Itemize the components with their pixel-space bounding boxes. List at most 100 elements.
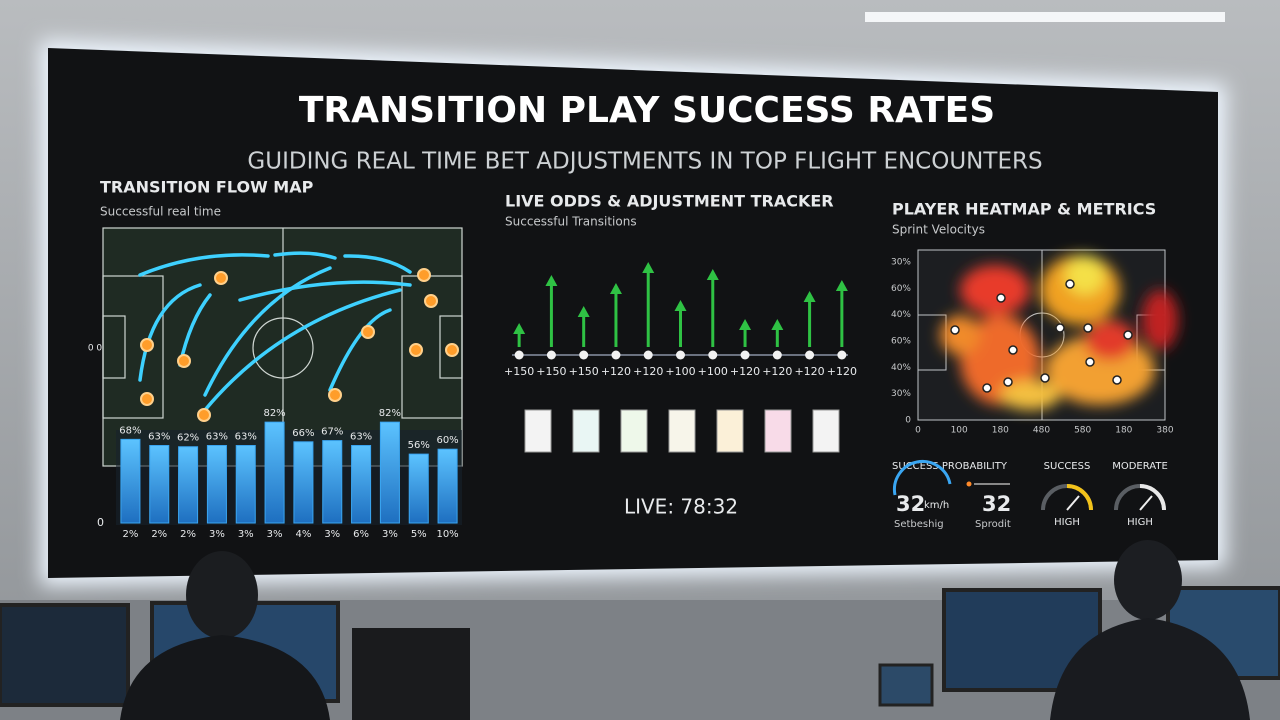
heat-y-label: 30% (891, 389, 911, 399)
x-tick-label: 3% (324, 529, 340, 540)
bar (351, 445, 372, 524)
y-tick-label: 0 (97, 516, 104, 529)
arrow-head (739, 319, 752, 330)
odds-label: +120 (633, 365, 663, 378)
bar (235, 445, 256, 524)
odds-label: +120 (794, 365, 824, 378)
x-tick-label: 3% (382, 529, 398, 540)
heat-blobs (940, 255, 1178, 410)
flow-arrows (138, 251, 412, 412)
odds-label: +150 (504, 365, 534, 378)
heat-y-label: 40% (891, 363, 911, 373)
bar (178, 446, 199, 524)
value-label: 82% (263, 408, 285, 419)
heat-y-label: 0 (905, 416, 911, 426)
arrow-head (642, 262, 655, 273)
value-label: 63% (350, 432, 372, 443)
main-subtitle: GUIDING REAL TIME BET ADJUSTMENTS IN TOP… (247, 149, 1042, 175)
player-dots (140, 268, 459, 422)
x-tick-label: 4% (295, 529, 311, 540)
gauge-fill (1066, 484, 1093, 511)
odds-label: +120 (827, 365, 857, 378)
gauge-title: SUCCESS (1044, 461, 1091, 472)
main-title: TRANSITION PLAY SUCCESS RATES (299, 90, 995, 131)
odds-point (514, 350, 524, 360)
arrow-head (803, 291, 816, 302)
arrow-head (674, 300, 687, 311)
x-tick-label: 10% (436, 529, 458, 540)
panel-subtitle: Sprint Velocitys (892, 223, 985, 237)
odds-label: +120 (730, 365, 760, 378)
x-tick-label: 2% (180, 529, 196, 540)
odds-label: +120 (601, 365, 631, 378)
heat-x-label: 380 (1156, 426, 1173, 436)
speed-arc (892, 459, 952, 496)
heat-x-label: 480 (1033, 426, 1050, 436)
heat-x-label: 580 (1074, 426, 1091, 436)
gauge-fill (1139, 484, 1166, 511)
odds-point (546, 350, 556, 360)
odds-label: +100 (698, 365, 728, 378)
gauge-needle (1139, 495, 1153, 511)
odds-label: +120 (762, 365, 792, 378)
value-label: 66% (292, 428, 314, 439)
bar (120, 438, 141, 524)
value-label: 60% (436, 435, 458, 446)
gauge-label: HIGH (1127, 517, 1153, 528)
bar (322, 440, 343, 524)
heat-y-label: 60% (891, 284, 911, 294)
bar (206, 445, 227, 524)
ceiling-light (865, 12, 1225, 22)
value-label: 63% (148, 432, 170, 443)
heat-y-label: 30% (891, 258, 911, 268)
odds-point (643, 350, 653, 360)
bar-backdrop (116, 430, 462, 525)
bar (437, 448, 458, 524)
panel-subtitle: Successful real time (100, 205, 221, 219)
room-foreground (0, 540, 1280, 720)
x-tick-label: 3% (267, 529, 283, 540)
x-tick-label: 3% (238, 529, 254, 540)
speed-value: 32 (896, 492, 925, 516)
odds-point (772, 350, 782, 360)
bar (264, 421, 285, 524)
document-icons (524, 409, 840, 453)
arrow-head (706, 269, 719, 280)
panel-subtitle: Successful Transitions (505, 215, 637, 229)
panel-title: LIVE ODDS & ADJUSTMENT TRACKER (505, 192, 834, 211)
value-label: 67% (321, 427, 343, 438)
arrow-head (513, 323, 526, 334)
odds-point (579, 350, 589, 360)
bar (293, 441, 314, 524)
arrow-head (577, 306, 590, 317)
gauge-label: HIGH (1054, 517, 1080, 528)
bar (408, 453, 429, 524)
odds-point (837, 350, 847, 360)
speed-unit: km/h (924, 500, 949, 511)
odds-label: +150 (536, 365, 566, 378)
panel-title: TRANSITION FLOW MAP (100, 178, 314, 197)
ball-markers (950, 279, 1133, 393)
x-tick-label: 6% (353, 529, 369, 540)
odds-point (611, 350, 621, 360)
x-tick-label: 3% (209, 529, 225, 540)
value-label: 82% (379, 408, 401, 419)
heat-y-label: 60% (891, 337, 911, 347)
odds-label: +150 (569, 365, 599, 378)
x-tick-label: 2% (151, 529, 167, 540)
heat-y-label: 40% (891, 310, 911, 320)
odds-label: +100 (665, 365, 695, 378)
value-label: 68% (119, 425, 141, 436)
sprint-value: 32 (982, 492, 1011, 516)
value-label: 56% (408, 440, 430, 451)
heat-x-label: 0 (915, 426, 921, 436)
arrow-head (545, 275, 558, 286)
x-tick-label: 2% (122, 529, 138, 540)
arrow-head (835, 280, 848, 291)
bar (149, 445, 170, 524)
bar (379, 421, 400, 524)
heat-x-label: 100 (951, 426, 968, 436)
gauge-needle (1066, 495, 1080, 511)
